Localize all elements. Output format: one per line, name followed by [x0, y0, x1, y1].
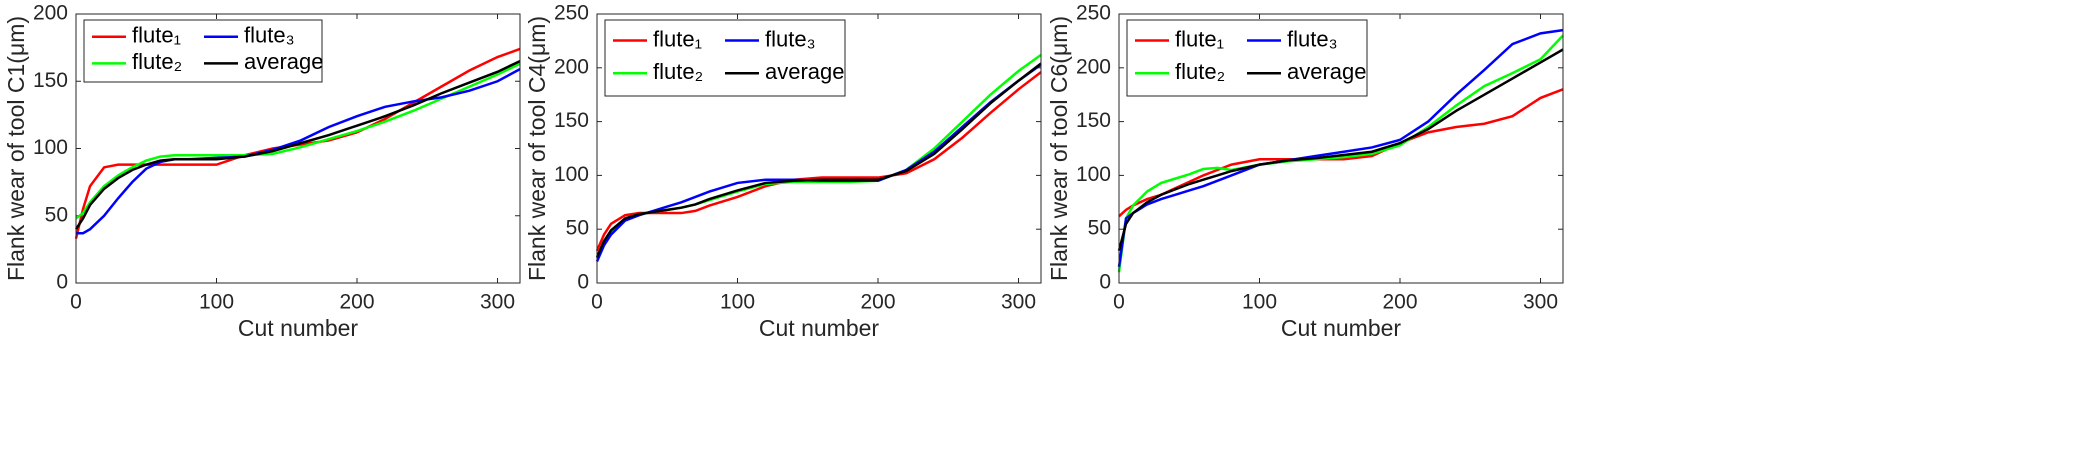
y-axis-label: Flank wear of tool C4(μm) — [524, 16, 550, 281]
y-axis-label: Flank wear of tool C6(μm) — [1046, 16, 1072, 281]
legend-label: average — [765, 59, 845, 84]
y-tick-label: 50 — [1088, 217, 1111, 240]
legend-box — [604, 19, 846, 97]
y-tick-label: 0 — [1099, 271, 1111, 294]
y-tick-label: 0 — [577, 271, 589, 294]
legend-label: flute₁ — [132, 23, 181, 48]
x-tick-label: 300 — [480, 291, 515, 314]
x-tick-label: 200 — [1382, 291, 1417, 314]
legend-label: flute₂ — [653, 59, 703, 84]
x-axis-label: Cut number — [759, 315, 880, 341]
x-tick-label: 0 — [70, 291, 82, 314]
y-axis-label: Flank wear of tool C1(μm) — [3, 16, 29, 281]
x-tick-label: 100 — [1242, 291, 1277, 314]
series-line — [595, 62, 1042, 258]
y-tick-label: 200 — [1076, 55, 1111, 78]
y-tick-label: 100 — [33, 136, 68, 159]
x-tick-label: 0 — [591, 291, 603, 314]
panel: 0 100 200 300 0 50 100 150 200 250 Cut number Flank… — [1046, 2, 1564, 341]
x-tick-label: 100 — [199, 291, 234, 314]
series-line — [1117, 48, 1564, 252]
legend-label: flute₃ — [765, 26, 816, 51]
legend-box — [1126, 19, 1368, 97]
y-tick-label: 250 — [1076, 2, 1111, 25]
panel: 0 100 200 300 0 50 100 150 200 250 Cut number Flank… — [524, 2, 1042, 341]
series-line — [74, 47, 521, 239]
y-tick-label: 150 — [33, 69, 68, 92]
axes-box — [596, 13, 1042, 284]
x-tick-label: 0 — [1113, 291, 1125, 314]
legend-label: flute₂ — [1175, 59, 1225, 84]
series-line — [1118, 88, 1564, 218]
legend-label: flute₁ — [1175, 26, 1224, 51]
legend-label: flute₁ — [653, 26, 702, 51]
legend-label: average — [244, 49, 324, 74]
x-tick-label: 100 — [720, 291, 755, 314]
y-tick-label: 50 — [45, 203, 68, 226]
legend-label: flute₂ — [132, 49, 182, 74]
y-tick-label: 50 — [566, 217, 589, 240]
y-tick-label: 0 — [56, 271, 68, 294]
y-tick-label: 250 — [554, 2, 589, 25]
series-line — [595, 63, 1042, 262]
x-tick-label: 300 — [1001, 291, 1036, 314]
axes-box — [75, 13, 521, 284]
y-tick-label: 200 — [33, 2, 68, 25]
legend-label: average — [1287, 59, 1367, 84]
y-tick-label: 150 — [554, 109, 589, 132]
x-tick-label: 200 — [339, 291, 374, 314]
legend-label: flute₃ — [244, 23, 295, 48]
x-tick-label: 300 — [1523, 291, 1558, 314]
legend-label: flute₃ — [1287, 26, 1338, 51]
series-line — [74, 59, 521, 230]
series-line — [595, 71, 1042, 252]
y-tick-label: 150 — [1076, 109, 1111, 132]
series-line — [75, 62, 521, 220]
x-tick-label: 200 — [860, 291, 895, 314]
legend-box — [83, 19, 323, 83]
axes-box — [1118, 13, 1564, 284]
y-tick-label: 100 — [1076, 163, 1111, 186]
y-tick-label: 100 — [554, 163, 589, 186]
x-axis-label: Cut number — [1281, 315, 1402, 341]
x-axis-label: Cut number — [238, 315, 359, 341]
y-tick-label: 200 — [554, 55, 589, 78]
